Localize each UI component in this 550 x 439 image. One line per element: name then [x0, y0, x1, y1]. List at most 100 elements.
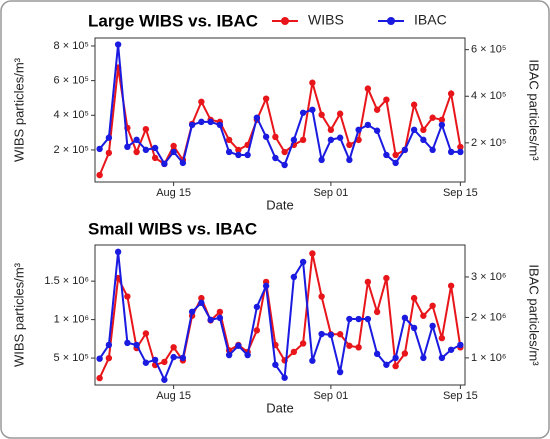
- data-point: [327, 136, 335, 144]
- data-point: [355, 315, 362, 323]
- data-point: [346, 315, 353, 323]
- data-point: [253, 114, 261, 121]
- data-point: [336, 368, 344, 376]
- data-point: [133, 341, 140, 349]
- data-point: [96, 145, 103, 153]
- data-point: [290, 348, 298, 356]
- y2-tick-label: 6 × 10⁵: [471, 44, 506, 56]
- y2-tick-label: 3 × 10⁶: [471, 271, 506, 283]
- data-point: [447, 148, 455, 156]
- data-point: [198, 118, 205, 126]
- x-tick-label: Sep 01: [313, 187, 348, 199]
- data-point: [336, 110, 344, 117]
- data-point: [96, 355, 103, 362]
- data-point: [318, 156, 325, 164]
- data-point: [272, 361, 279, 368]
- data-point: [198, 294, 205, 302]
- data-point: [262, 282, 270, 290]
- data-point: [346, 342, 353, 349]
- data-point: [105, 149, 113, 157]
- x-axis-label: Date: [266, 400, 293, 415]
- data-point: [151, 144, 159, 152]
- y2-tick-label: 2 × 10⁶: [471, 311, 506, 323]
- y-tick-label: 5 × 10⁵: [54, 352, 89, 364]
- x-axis-label: Date: [266, 197, 293, 212]
- data-point: [336, 134, 344, 141]
- data-point: [364, 85, 372, 92]
- data-point: [392, 362, 399, 370]
- data-point: [299, 109, 307, 116]
- legend-marker: [387, 17, 395, 25]
- y-axis-label: WIBS particles/m³: [11, 262, 26, 367]
- data-point: [281, 374, 288, 381]
- data-point: [336, 331, 344, 338]
- plot-frame: [94, 37, 466, 183]
- data-point: [429, 146, 436, 154]
- data-point: [327, 126, 335, 134]
- data-point: [207, 316, 214, 324]
- y-tick-label: 1 × 10⁶: [54, 314, 89, 326]
- data-point: [114, 248, 122, 256]
- x-tick-label: Sep 01: [313, 390, 348, 402]
- x-tick-label: Aug 15: [156, 187, 191, 199]
- data-point: [383, 96, 390, 103]
- data-point: [170, 142, 177, 150]
- data-point: [253, 303, 261, 311]
- data-point: [161, 160, 168, 168]
- data-point: [262, 133, 270, 140]
- data-point: [299, 136, 307, 144]
- data-point: [290, 273, 298, 281]
- data-point: [401, 314, 409, 322]
- data-point: [151, 154, 159, 162]
- data-point: [142, 125, 150, 133]
- data-point: [299, 340, 307, 347]
- data-point: [188, 121, 196, 129]
- data-point: [272, 133, 279, 141]
- data-point: [105, 341, 113, 349]
- data-point: [96, 374, 103, 382]
- data-point: [124, 339, 131, 347]
- data-point: [373, 308, 381, 316]
- data-point: [438, 116, 446, 123]
- data-point: [272, 154, 279, 162]
- data-point: [244, 351, 251, 359]
- data-point: [124, 143, 131, 151]
- data-point: [235, 146, 242, 154]
- data-point: [170, 353, 177, 361]
- data-point: [410, 324, 418, 332]
- data-point: [161, 358, 168, 366]
- series-line: [98, 67, 462, 176]
- x-tick-label: Sep 15: [443, 390, 478, 402]
- data-point: [225, 136, 233, 144]
- data-point: [410, 101, 418, 108]
- data-point: [198, 299, 205, 307]
- y-tick-label: 8 × 10⁵: [54, 40, 89, 52]
- chart-title: Large WIBS vs. IBAC: [88, 11, 258, 30]
- data-point: [216, 308, 224, 316]
- data-point: [392, 151, 399, 159]
- series-line: [98, 251, 461, 383]
- y-axis-label: WIBS particles/m³: [11, 57, 26, 162]
- data-point: [309, 106, 316, 113]
- data-point: [383, 151, 390, 159]
- data-point: [318, 111, 325, 118]
- data-point: [142, 146, 150, 154]
- data-point: [346, 156, 353, 164]
- y-tick-label: 1.5 × 10⁶: [44, 275, 89, 287]
- data-point: [364, 315, 372, 323]
- data-point: [364, 278, 372, 286]
- data-point: [364, 121, 372, 129]
- data-point: [281, 161, 288, 169]
- data-point: [355, 126, 362, 134]
- data-point: [447, 90, 455, 97]
- data-point: [447, 282, 455, 289]
- data-point: [235, 342, 242, 349]
- data-point: [355, 344, 362, 351]
- data-point: [438, 354, 446, 362]
- data-point: [318, 330, 325, 338]
- data-point: [161, 376, 168, 383]
- data-point: [114, 41, 122, 48]
- data-point: [438, 121, 446, 129]
- data-point: [420, 354, 427, 362]
